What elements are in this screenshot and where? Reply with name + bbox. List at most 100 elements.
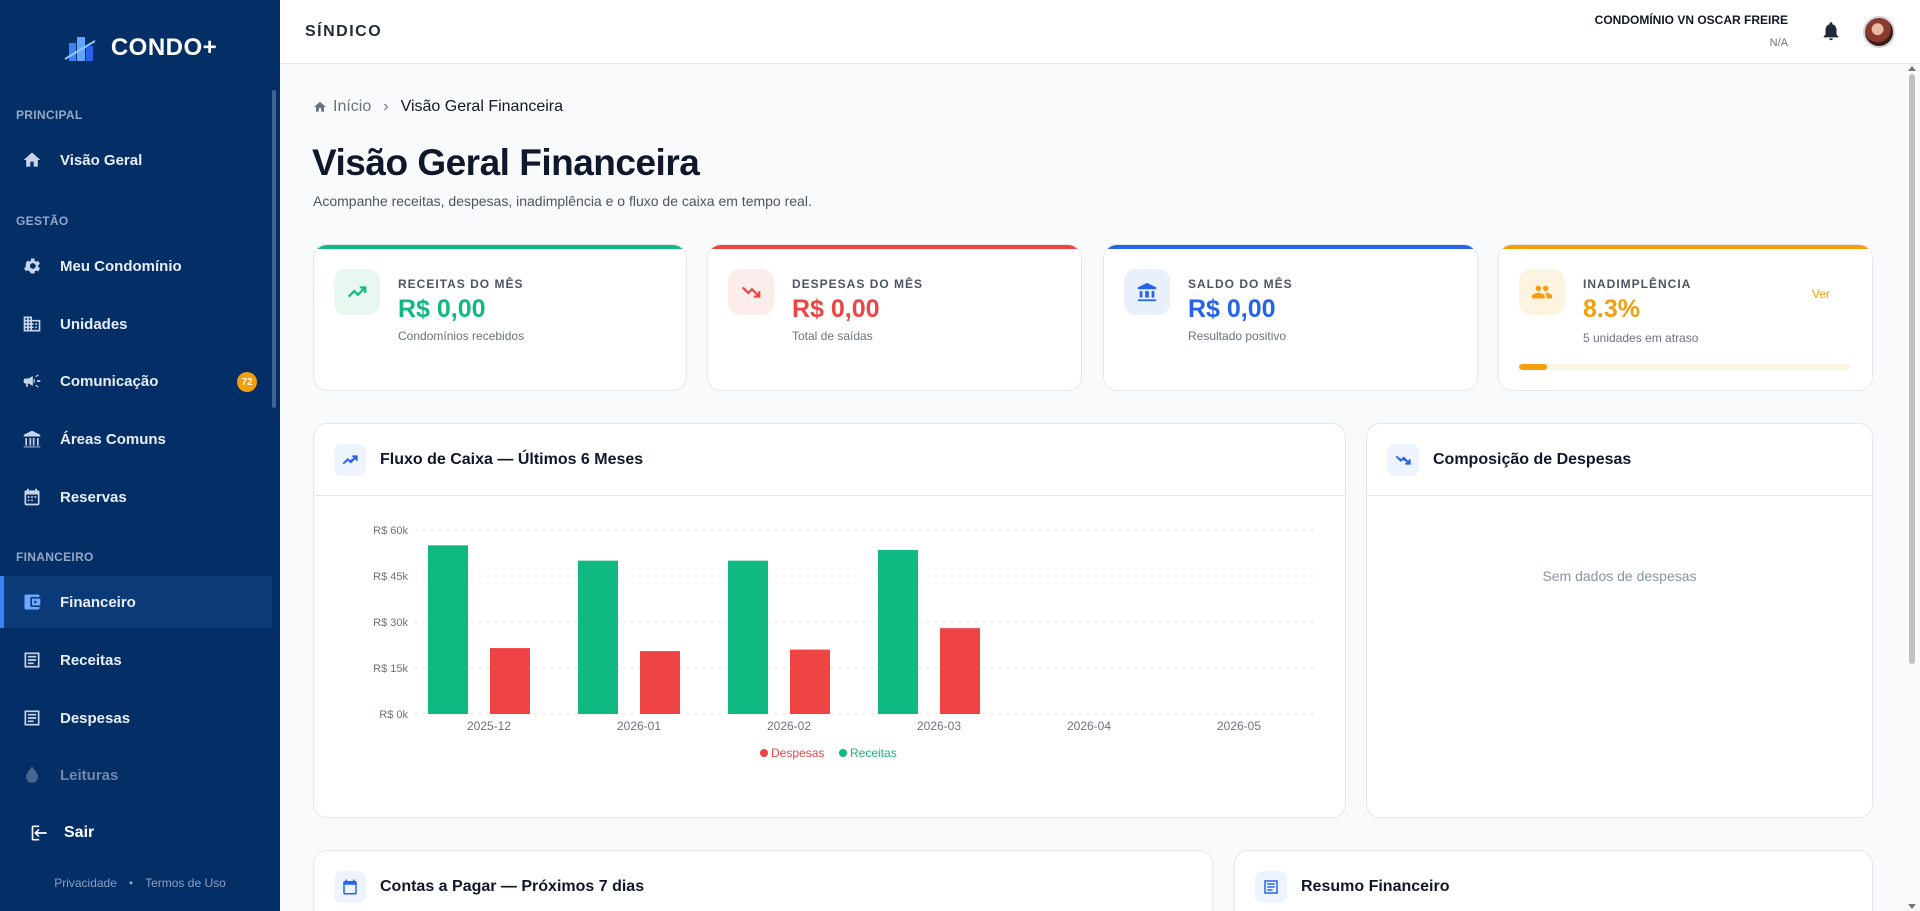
panel-icon (334, 871, 366, 903)
card-accent-bar (1499, 245, 1872, 249)
trending-up-icon (347, 286, 367, 298)
receipt-icon (24, 710, 40, 726)
legend-label: Despesas (771, 746, 824, 760)
bar-despesas (490, 648, 530, 714)
footer-separator: • (128, 876, 134, 890)
stat-card-despesas: DESPESAS DO MÊS R$ 0,00 Total de saídas (707, 244, 1082, 391)
progress-fill (1519, 364, 1547, 370)
buildings-logo-icon (64, 37, 96, 61)
delinquency-progress-bar (1519, 364, 1851, 370)
x-tick-label: 2026-04 (1067, 719, 1111, 733)
trending-down-icon (1395, 455, 1411, 465)
cashflow-chart: R$ 0k R$ 15k R$ 30k R$ 45k R$ 60k 2025-12 2026… (373, 525, 1314, 760)
sidebar-item-leituras[interactable]: Leituras (0, 749, 272, 801)
sidebar-scrollbar[interactable] (272, 90, 276, 408)
home-icon (23, 152, 41, 167)
bell-icon[interactable] (1820, 20, 1842, 42)
wallet-icon (24, 594, 41, 610)
cashflow-panel: Fluxo de Caixa — Últimos 6 Meses R$ 0k R$… (313, 423, 1346, 818)
bank-icon (1137, 282, 1157, 302)
stat-card-receitas: RECEITAS DO MÊS R$ 0,00 Condomínios rece… (313, 244, 687, 391)
sidebar-item-reservas[interactable]: Reservas (0, 471, 272, 523)
panel-header: Composição de Despesas (1367, 424, 1872, 496)
gear-icon (24, 258, 40, 274)
calendar-icon (24, 488, 40, 506)
bar-receitas (728, 560, 768, 714)
breadcrumb: Início › Visão Geral Financeira (313, 98, 563, 116)
trending-up-icon (342, 454, 358, 464)
section-label-financeiro: FINANCEIRO (16, 550, 94, 564)
home-icon (314, 101, 326, 112)
expense-composition-panel: Composição de Despesas Sem dados de desp… (1366, 423, 1873, 818)
building-icon (23, 316, 41, 332)
sidebar-item-unidades[interactable]: Unidades (0, 298, 272, 350)
sidebar-item-meu-condominio[interactable]: Meu Condomínio (0, 240, 272, 292)
brand[interactable]: CONDO+ (0, 0, 280, 96)
logout-button[interactable]: Sair (30, 823, 94, 843)
panel-header: Fluxo de Caixa — Últimos 6 Meses (314, 424, 1345, 496)
breadcrumb-current: Visão Geral Financeira (400, 98, 564, 115)
card-accent-bar (1104, 245, 1477, 249)
stat-card-inadimplencia: INADIMPLÊNCIA 8.3% 5 unidades em atraso … (1498, 244, 1873, 391)
condo-subtitle: N/A (1769, 37, 1788, 49)
panel-icon (334, 443, 366, 476)
sidebar-item-label: Despesas (60, 709, 131, 727)
users-icon (1531, 285, 1553, 299)
sidebar-item-label: Reservas (60, 488, 127, 506)
sidebar-item-visao-geral[interactable]: Visão Geral (0, 134, 272, 186)
panel-title: Fluxo de Caixa — Últimos 6 Meses (380, 450, 644, 468)
panel-icon (1255, 871, 1287, 903)
legend-swatch (839, 749, 847, 757)
financial-summary-panel: Resumo Financeiro (1234, 850, 1873, 911)
chevron-right-icon: › (383, 98, 389, 115)
scroll-up-arrow-icon[interactable] (1908, 66, 1916, 71)
stat-card-saldo: SALDO DO MÊS R$ 0,00 Resultado positivo (1103, 244, 1478, 391)
sidebar-item-financeiro[interactable]: Financeiro (0, 576, 272, 628)
sidebar-item-label: Meu Condomínio (60, 257, 182, 275)
avatar[interactable] (1863, 16, 1895, 48)
card-accent-bar (708, 245, 1081, 249)
card-value: R$ 0,00 (792, 295, 880, 323)
bar-despesas (790, 649, 830, 714)
scroll-down-arrow-icon[interactable] (1908, 904, 1916, 909)
sidebar-item-receitas[interactable]: Receitas (0, 634, 272, 686)
y-tick-label: R$ 60k (373, 525, 408, 537)
logout-icon (31, 825, 47, 841)
panel-header: Resumo Financeiro (1235, 851, 1872, 911)
card-accent-bar (314, 245, 686, 249)
section-label-gestao: GESTÃO (16, 214, 69, 228)
x-tick-label: 2026-02 (767, 719, 811, 733)
card-value: 8.3% (1583, 295, 1640, 323)
x-tick-label: 2026-03 (917, 719, 961, 733)
card-subtitle: Condomínios recebidos (398, 329, 525, 343)
panel-title: Resumo Financeiro (1301, 878, 1450, 895)
sidebar-item-despesas[interactable]: Despesas (0, 692, 272, 744)
condo-name[interactable]: CONDOMÍNIO VN OSCAR FREIRE (1594, 13, 1788, 27)
sidebar-item-areas-comuns[interactable]: Áreas Comuns (0, 413, 272, 465)
x-tick-label: 2026-01 (617, 719, 661, 733)
bar-despesas (640, 651, 680, 714)
terms-link[interactable]: Termos de Uso (145, 876, 226, 890)
breadcrumb-home-label: Início (333, 98, 372, 115)
bar-receitas (878, 549, 918, 714)
commons-icon (23, 430, 41, 448)
breadcrumb-home[interactable]: Início (313, 98, 371, 116)
page-scrollbar[interactable] (1906, 64, 1918, 911)
user-role: SÍNDICO (305, 23, 383, 40)
sidebar-item-label: Unidades (60, 315, 128, 333)
card-label: RECEITAS DO MÊS (398, 277, 524, 291)
legend-label: Receitas (850, 746, 897, 760)
sidebar-item-comunicacao[interactable]: Comunicação 72 (0, 355, 272, 407)
sidebar-item-label: Visão Geral (60, 151, 143, 169)
payables-panel: Contas a Pagar — Próximos 7 dias (313, 850, 1213, 911)
sidebar-item-label: Áreas Comuns (60, 430, 166, 448)
privacy-link[interactable]: Privacidade (54, 876, 117, 890)
scrollbar-thumb[interactable] (1909, 74, 1915, 664)
card-value: R$ 0,00 (1188, 295, 1276, 323)
trending-down-icon (741, 286, 761, 298)
panel-title: Composição de Despesas (1433, 450, 1632, 468)
panel-header: Contas a Pagar — Próximos 7 dias (314, 851, 1212, 911)
view-delinquency-link[interactable]: Ver (1811, 287, 1830, 301)
panel-icon (1387, 443, 1419, 476)
card-icon (1519, 269, 1565, 315)
